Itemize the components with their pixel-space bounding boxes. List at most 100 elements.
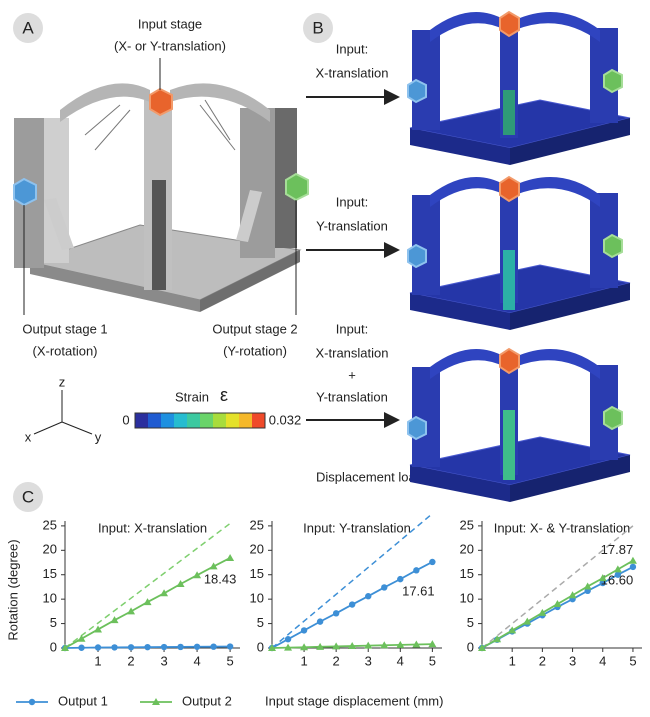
annotation: (X- or Y-translation): [114, 38, 226, 53]
y-tick-label: 15: [250, 566, 264, 581]
input-label: X-translation: [316, 345, 389, 360]
y-tick-label: 5: [467, 615, 474, 630]
point: [194, 644, 200, 650]
point: [349, 601, 355, 607]
x-tick-label: 2: [127, 653, 134, 668]
colorbar: [135, 413, 265, 428]
point: [381, 584, 387, 590]
annotation: (Y-rotation): [223, 343, 287, 358]
point: [285, 636, 291, 642]
x-tick-label: 2: [333, 653, 340, 668]
y-tick-label: 20: [460, 542, 474, 557]
point: [210, 643, 216, 649]
colorbar-min: 0: [122, 412, 129, 427]
annotation: (X-rotation): [32, 343, 97, 358]
x-tick-label: 1: [94, 653, 101, 668]
x-tick-label: 3: [365, 653, 372, 668]
point: [226, 554, 234, 561]
legend-label: Output 2: [182, 693, 232, 708]
legend-label: Output 1: [58, 693, 108, 708]
mechanism-drawing: [14, 58, 308, 315]
y-tick-label: 5: [257, 615, 264, 630]
chart-title: Input: X-translation: [98, 520, 207, 535]
point: [429, 559, 435, 565]
point: [161, 644, 167, 650]
data-label: 17.87: [601, 542, 634, 557]
axis-triad: [34, 390, 92, 434]
point: [144, 644, 150, 650]
chart-title: Input: Y-translation: [303, 520, 411, 535]
input-label: Input:: [336, 321, 369, 336]
point: [177, 644, 183, 650]
point: [111, 644, 117, 650]
input-label: Y-translation: [316, 389, 388, 404]
point: [127, 607, 135, 614]
point: [317, 618, 323, 624]
legend-marker: [29, 699, 35, 705]
point: [160, 589, 168, 596]
axis-label: x: [25, 429, 32, 444]
y-axis-title: Rotation (degree): [5, 539, 20, 640]
y-tick-label: 20: [250, 542, 264, 557]
y-tick-label: 15: [43, 566, 57, 581]
y-tick-label: 5: [50, 615, 57, 630]
point: [301, 627, 307, 633]
y-tick-label: 0: [467, 639, 474, 654]
simulation-render: [408, 12, 630, 502]
y-tick-label: 10: [250, 591, 264, 606]
point: [128, 644, 134, 650]
point: [629, 557, 637, 564]
point: [413, 567, 419, 573]
annotation: Output stage 2: [212, 321, 297, 336]
x-tick-label: 5: [429, 653, 436, 668]
panel-label: A: [22, 18, 34, 37]
colorbar-symbol: ε: [220, 385, 228, 405]
input-label: Input:: [336, 194, 369, 209]
data-label: 17.61: [402, 583, 435, 598]
x-tick-label: 2: [539, 653, 546, 668]
point: [78, 635, 86, 642]
colorbar-label: Strain: [175, 389, 209, 404]
point: [569, 591, 577, 598]
x-tick-label: 5: [629, 653, 636, 668]
point: [365, 593, 371, 599]
point: [584, 582, 592, 589]
x-axis-title: Input stage displacement (mm): [265, 693, 443, 708]
input-label: X-translation: [316, 65, 389, 80]
x-tick-label: 4: [397, 653, 404, 668]
y-tick-label: 0: [50, 639, 57, 654]
y-tick-label: 10: [460, 591, 474, 606]
chart-title: Input: X- & Y-translation: [494, 520, 631, 535]
y-tick-label: 10: [43, 591, 57, 606]
point: [94, 625, 102, 632]
input-label: Y-translation: [316, 218, 388, 233]
point: [78, 645, 84, 651]
annotation: Input stage: [138, 16, 202, 31]
point: [333, 610, 339, 616]
x-tick-label: 3: [569, 653, 576, 668]
axis-label: y: [95, 429, 102, 444]
y-tick-label: 0: [257, 639, 264, 654]
axis-label: z: [59, 374, 66, 389]
point: [614, 565, 622, 572]
point: [538, 609, 546, 616]
y-tick-label: 15: [460, 566, 474, 581]
figure: A B C Input stage (X- or Y-translation) …: [0, 0, 650, 717]
point: [397, 576, 403, 582]
data-label: 18.43: [204, 571, 237, 586]
y-tick-label: 25: [250, 517, 264, 532]
x-tick-label: 1: [509, 653, 516, 668]
point: [227, 643, 233, 649]
y-tick-label: 25: [43, 517, 57, 532]
annotation: Output stage 1: [22, 321, 107, 336]
panel-label: B: [312, 18, 323, 37]
y-tick-label: 25: [460, 517, 474, 532]
x-tick-label: 1: [300, 653, 307, 668]
point: [95, 644, 101, 650]
colorbar-max: 0.032: [269, 412, 302, 427]
point: [630, 564, 636, 570]
x-tick-label: 4: [193, 653, 200, 668]
input-label: Input:: [336, 41, 369, 56]
input-label: +: [348, 367, 356, 382]
point: [553, 600, 561, 607]
